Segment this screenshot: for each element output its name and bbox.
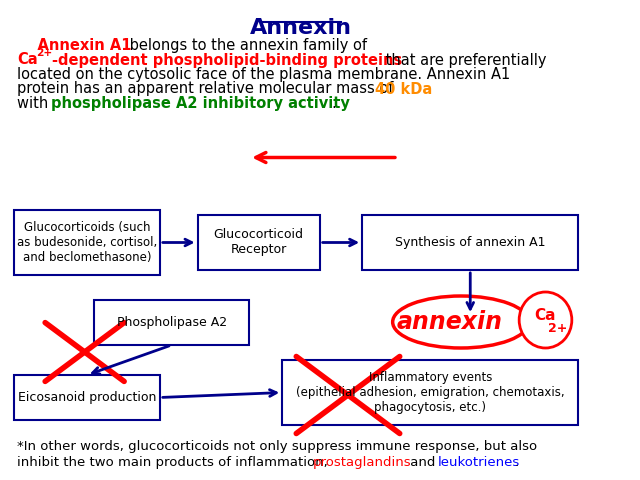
Text: belongs to the annexin family of: belongs to the annexin family of [125,38,367,53]
Text: phospholipase A2 inhibitory activity: phospholipase A2 inhibitory activity [51,96,349,111]
Text: Phospholipase A2: Phospholipase A2 [116,316,227,329]
Text: Annexin A1: Annexin A1 [17,38,131,53]
Text: Synthesis of annexin A1: Synthesis of annexin A1 [395,236,545,249]
Text: .: . [332,96,337,111]
Text: 2+: 2+ [548,322,568,335]
Text: .: . [515,456,519,469]
FancyBboxPatch shape [14,210,160,275]
Text: that are preferentially: that are preferentially [381,52,547,68]
Text: located on the cytosolic face of the plasma membrane. Annexin A1: located on the cytosolic face of the pla… [17,67,510,82]
Text: Inflammatory events
(epithelial adhesion, emigration, chemotaxis,
phagocytosis, : Inflammatory events (epithelial adhesion… [296,371,564,414]
FancyBboxPatch shape [362,215,579,270]
Text: annexin: annexin [397,310,502,334]
Text: -dependent phospholipid-binding proteins: -dependent phospholipid-binding proteins [52,52,402,68]
Text: with: with [17,96,53,111]
FancyBboxPatch shape [282,360,579,425]
Text: 40 kDa: 40 kDa [375,82,433,96]
FancyBboxPatch shape [14,375,160,420]
Text: inhibit the two main products of inflammation,: inhibit the two main products of inflamm… [17,456,332,469]
Text: Eicosanoid production: Eicosanoid production [18,391,156,404]
Text: protein has an apparent relative molecular mass of: protein has an apparent relative molecul… [17,82,398,96]
Text: 2+: 2+ [36,48,52,59]
Text: Glucocorticoids (such
as budesonide, cortisol,
and beclomethasone): Glucocorticoids (such as budesonide, cor… [17,221,157,264]
Text: Ca: Ca [535,308,556,323]
FancyBboxPatch shape [198,215,320,270]
Text: leukotrienes: leukotrienes [438,456,520,469]
Text: Ca: Ca [17,52,38,68]
Text: Annexin: Annexin [250,18,352,38]
Text: prostaglandins: prostaglandins [313,456,412,469]
Ellipse shape [393,296,529,348]
Circle shape [519,292,572,348]
FancyBboxPatch shape [94,300,249,345]
Text: *In other words, glucocorticoids not only suppress immune response, but also: *In other words, glucocorticoids not onl… [17,440,537,453]
Text: Glucocorticoid
Receptor: Glucocorticoid Receptor [214,228,303,256]
Text: and: and [406,456,440,469]
